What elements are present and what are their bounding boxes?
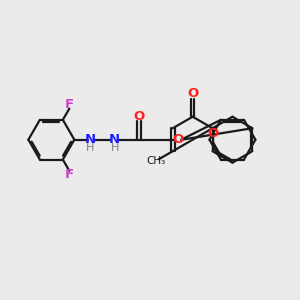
Text: O: O [187,87,198,100]
Text: H: H [110,143,119,153]
Text: O: O [207,127,218,140]
Text: N: N [85,133,96,146]
Text: N: N [109,133,120,146]
Text: O: O [133,110,144,123]
Text: H: H [86,143,95,153]
Text: F: F [65,168,74,182]
Text: O: O [172,133,184,146]
Text: F: F [65,98,74,111]
Text: CH₃: CH₃ [146,156,165,166]
